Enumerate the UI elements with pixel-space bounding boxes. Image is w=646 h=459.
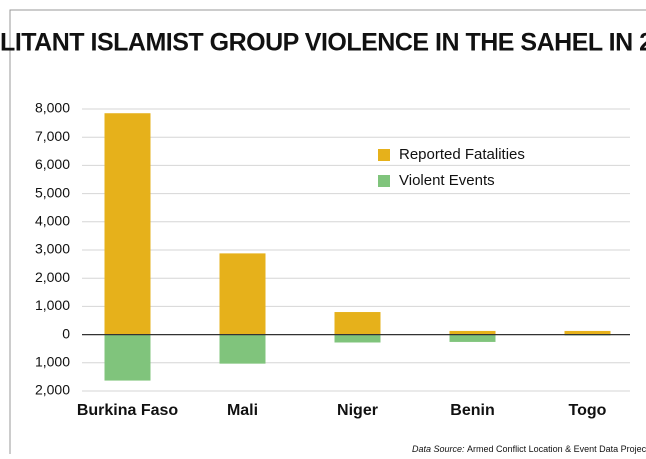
bar <box>219 253 266 335</box>
x-tick-label: Niger <box>337 402 378 419</box>
y-tick-label: 8,000 <box>35 100 70 116</box>
legend-label: Reported Fatalities <box>399 146 525 163</box>
bar <box>564 330 611 335</box>
frame <box>9 9 646 454</box>
y-tick-label: 3,000 <box>35 241 70 257</box>
x-tick-label: Burkina Faso <box>77 402 179 419</box>
x-tick-label: Mali <box>227 402 258 419</box>
chart-title: MILITANT ISLAMIST GROUP VIOLENCE IN THE … <box>0 29 646 57</box>
bar <box>104 113 151 335</box>
bar <box>219 334 266 364</box>
y-tick-label: 7,000 <box>35 128 70 144</box>
bar <box>334 334 381 343</box>
y-tick-label: 5,000 <box>35 184 70 200</box>
y-tick-label: 2,000 <box>35 382 70 398</box>
bar <box>334 312 381 335</box>
y-tick-label: 6,000 <box>35 156 70 172</box>
legend-label: Violent Events <box>399 172 495 189</box>
source-label: Data Source: <box>412 444 465 454</box>
y-tick-label: 2,000 <box>35 269 70 285</box>
source-text: Armed Conflict Location & Event Data Pro… <box>467 444 646 454</box>
y-tick-label: 1,000 <box>35 297 70 313</box>
x-tick-label: Benin <box>450 402 494 419</box>
y-tick-label: 1,000 <box>35 354 70 370</box>
bar <box>104 334 151 381</box>
y-tick-label: 0 <box>62 325 70 341</box>
bar <box>449 330 496 335</box>
legend-swatch <box>378 175 390 187</box>
bar <box>449 334 496 342</box>
x-tick-label: Togo <box>569 402 607 419</box>
source: Data Source: Armed Conflict Location & E… <box>412 444 646 454</box>
legend-swatch <box>378 149 390 161</box>
y-tick-label: 4,000 <box>35 213 70 229</box>
